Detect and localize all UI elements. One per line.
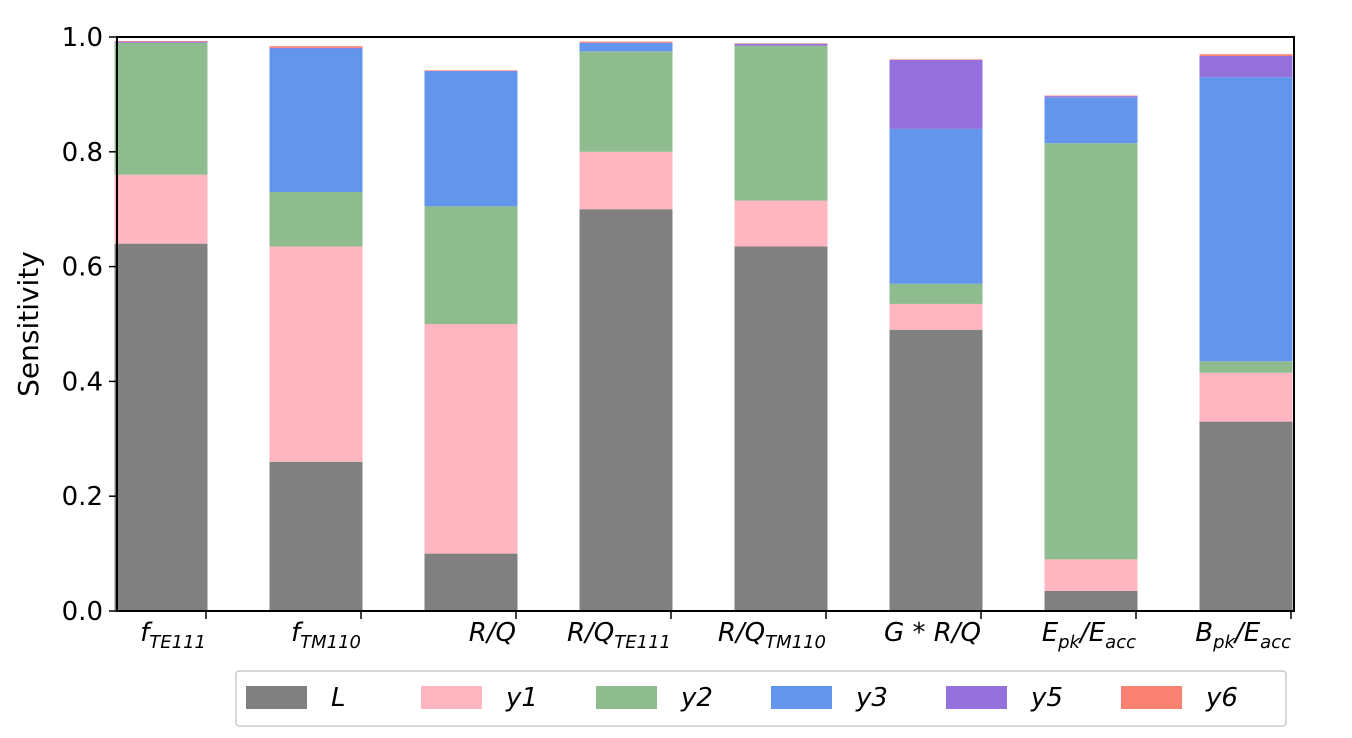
bar-segment-y6-5 <box>734 43 828 44</box>
bar-segment-y5-6 <box>889 59 983 129</box>
bar-segment-y6-7 <box>1044 95 1138 97</box>
legend-label-L: L <box>331 683 346 713</box>
bar-segment-y5-5 <box>734 43 828 46</box>
bar-segment-L-4 <box>579 209 673 611</box>
y-tick-label: 1.0 <box>62 23 103 53</box>
legend-swatch-y5 <box>946 686 1007 709</box>
bars-layer <box>114 41 1293 611</box>
legend-label-y6: y6 <box>1205 683 1238 713</box>
y-axis-title: Sensitivity <box>12 251 45 397</box>
bar-segment-y2-1 <box>114 42 208 175</box>
y-tick-label: 0.6 <box>62 253 103 283</box>
bar-segment-y1-3 <box>424 324 518 554</box>
bar-segment-y2-3 <box>424 206 518 324</box>
bar-segment-y1-8 <box>1199 372 1293 422</box>
y-tick-label: 0.0 <box>62 597 103 627</box>
legend-label-y2: y2 <box>680 683 713 713</box>
x-axis: fTE111 fTM110 R/Q R/QTE111 R/QTM110 G * R/Q Ep… <box>140 611 1292 653</box>
bar-segment-y5-8 <box>1199 55 1293 78</box>
legend-swatch-y2 <box>596 686 657 709</box>
bar-segment-L-5 <box>734 246 828 611</box>
x-tick-label: fTE111 <box>140 618 206 653</box>
bar-segment-y5-7 <box>1044 96 1138 98</box>
bar-segment-L-3 <box>424 553 518 611</box>
legend-label-y5: y5 <box>1030 683 1063 713</box>
bar-segment-y3-6 <box>889 128 983 284</box>
bar-segment-y6-2 <box>269 46 363 48</box>
bar-segment-y5-3 <box>424 70 518 72</box>
bar-segment-y1-4 <box>579 151 673 210</box>
bar-segment-L-6 <box>889 329 983 611</box>
bar-segment-y1-2 <box>269 246 363 462</box>
bar-segment-y3-4 <box>579 42 673 52</box>
x-tick-label: R/QTE111 <box>567 618 671 653</box>
bar-segment-y5-2 <box>269 47 363 49</box>
legend-swatch-y1 <box>421 686 482 709</box>
bar-segment-y2-6 <box>889 283 983 304</box>
bar-segment-L-2 <box>269 461 363 611</box>
bar-segment-y1-1 <box>114 174 208 244</box>
y-axis: 0.0 0.2 0.4 0.6 0.8 1.0 <box>62 23 117 627</box>
x-tick-label: R/Q <box>469 618 516 648</box>
bar-segment-y3-3 <box>424 71 518 207</box>
bar-segment-y5-1 <box>114 41 208 43</box>
x-tick-label: Bpk/Eacc <box>1195 618 1291 653</box>
plot-frame <box>116 36 1295 612</box>
bar-segment-y3-8 <box>1199 77 1293 362</box>
bar-segment-y3-7 <box>1044 97 1138 144</box>
legend-swatch-y6 <box>1121 686 1182 709</box>
bar-segment-y2-8 <box>1199 361 1293 373</box>
bar-segment-y1-5 <box>734 200 828 247</box>
x-tick-label: G * R/Q <box>884 618 981 648</box>
legend-swatch-y3 <box>771 686 832 709</box>
x-tick-label: fTM110 <box>291 618 361 653</box>
x-tick-label: Epk/Eacc <box>1042 618 1136 653</box>
bar-segment-y6-8 <box>1199 54 1293 56</box>
bar-segment-L-7 <box>1044 590 1138 611</box>
legend-label-y3: y3 <box>855 683 888 713</box>
bar-segment-y6-4 <box>579 41 673 43</box>
legend-swatch-L <box>246 686 307 709</box>
bar-segment-y2-5 <box>734 45 828 201</box>
bar-segment-y1-7 <box>1044 559 1138 591</box>
bar-segment-y2-4 <box>579 51 673 152</box>
y-tick-label: 0.8 <box>62 138 103 168</box>
bar-segment-L-1 <box>114 243 208 611</box>
x-tick-label: R/QTM110 <box>718 618 826 653</box>
bar-segment-y6-1 <box>114 41 208 42</box>
bar-segment-L-8 <box>1199 421 1293 611</box>
bar-segment-y2-2 <box>269 191 363 247</box>
bar-segment-y2-7 <box>1044 143 1138 560</box>
y-tick-label: 0.4 <box>62 367 103 397</box>
legend-frame <box>235 670 1287 727</box>
y-tick-label: 0.2 <box>62 482 103 512</box>
legend-label-y1: y1 <box>505 683 538 713</box>
bar-segment-y3-2 <box>269 48 363 192</box>
bar-segment-y1-6 <box>889 303 983 330</box>
bar-segment-y6-3 <box>424 70 518 71</box>
bar-segment-y6-6 <box>889 59 983 60</box>
